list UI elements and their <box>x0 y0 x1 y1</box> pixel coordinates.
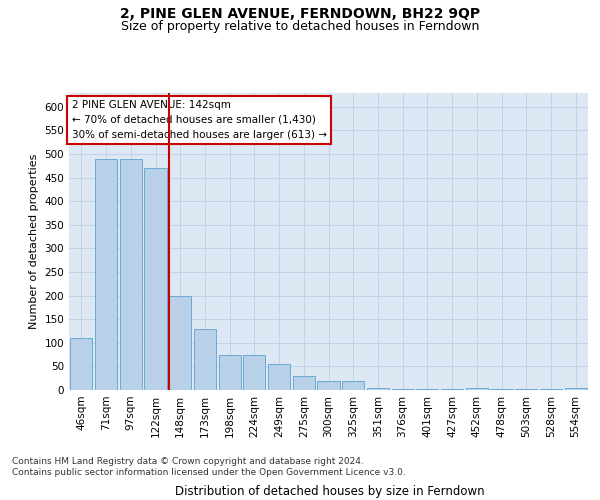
Text: 2, PINE GLEN AVENUE, FERNDOWN, BH22 9QP: 2, PINE GLEN AVENUE, FERNDOWN, BH22 9QP <box>120 8 480 22</box>
Bar <box>169 296 191 390</box>
Bar <box>243 354 265 390</box>
Text: Distribution of detached houses by size in Ferndown: Distribution of detached houses by size … <box>175 484 485 498</box>
Bar <box>515 389 538 390</box>
Bar <box>416 389 439 390</box>
Bar <box>145 168 167 390</box>
Y-axis label: Number of detached properties: Number of detached properties <box>29 154 39 329</box>
Bar <box>490 389 512 390</box>
Bar <box>367 388 389 390</box>
Bar <box>70 338 92 390</box>
Bar <box>392 389 414 390</box>
Bar <box>565 388 587 390</box>
Bar <box>466 388 488 390</box>
Bar <box>95 158 117 390</box>
Text: Contains HM Land Registry data © Crown copyright and database right 2024.
Contai: Contains HM Land Registry data © Crown c… <box>12 458 406 477</box>
Bar <box>268 364 290 390</box>
Bar <box>342 380 364 390</box>
Bar <box>119 158 142 390</box>
Text: 2 PINE GLEN AVENUE: 142sqm
← 70% of detached houses are smaller (1,430)
30% of s: 2 PINE GLEN AVENUE: 142sqm ← 70% of deta… <box>71 100 326 140</box>
Bar <box>441 389 463 390</box>
Bar <box>293 376 315 390</box>
Bar <box>218 354 241 390</box>
Bar <box>194 328 216 390</box>
Text: Size of property relative to detached houses in Ferndown: Size of property relative to detached ho… <box>121 20 479 33</box>
Bar <box>540 389 562 390</box>
Bar <box>317 380 340 390</box>
